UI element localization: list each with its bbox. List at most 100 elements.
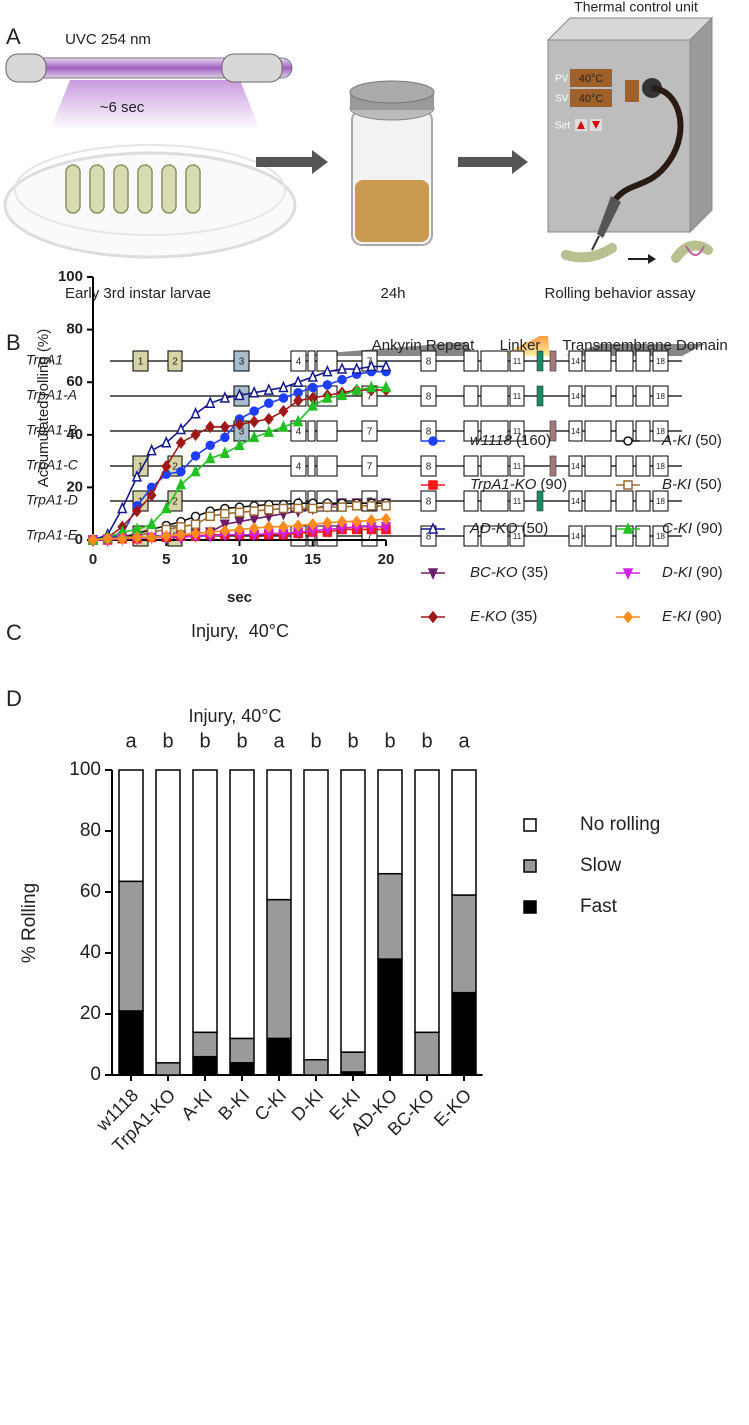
marker: [249, 506, 259, 516]
y-tick-label: 80: [80, 820, 101, 841]
legend-n: (90): [696, 564, 723, 581]
x-tick-label: C-KI: [251, 1085, 291, 1125]
exon-label: 11: [513, 532, 522, 541]
larvae-label: Early 3rd instar larvae: [65, 285, 211, 302]
unit-side: [689, 16, 713, 234]
exon: [316, 455, 338, 477]
display: [570, 69, 612, 87]
legend-marker: [427, 522, 439, 534]
exon: [652, 350, 669, 372]
marker: [381, 512, 391, 526]
legend-n: (90): [695, 608, 722, 625]
exon: [480, 420, 509, 442]
exon-label: 7: [367, 462, 373, 473]
y-tick-label: 100: [69, 759, 101, 780]
exon-label: 7: [367, 392, 373, 403]
legend-n: (50): [522, 520, 549, 537]
linker-exon: [549, 350, 557, 372]
legend-marker: [428, 610, 438, 624]
legend-marker: [623, 480, 633, 490]
probe: [597, 196, 621, 238]
legend-name: D-KI: [662, 564, 692, 581]
lamp-cap: [5, 53, 47, 83]
marker: [190, 406, 201, 419]
marker: [293, 503, 303, 514]
exon-label: 11: [513, 392, 522, 401]
marker: [248, 430, 260, 443]
marker: [307, 370, 318, 382]
bar-segment: [340, 1051, 366, 1073]
isoform-name: TrpA1-C: [26, 457, 79, 473]
domain-label: Transmembrane Domain: [562, 337, 727, 354]
marker: [190, 527, 201, 540]
pv-label: PV: [555, 74, 569, 85]
marker: [249, 406, 259, 416]
legend-marker: [622, 522, 634, 534]
sv-value: 40°C: [579, 93, 604, 105]
marker: [117, 532, 128, 545]
exon: [615, 455, 634, 477]
marker: [205, 451, 216, 464]
marker: [366, 514, 377, 527]
legend-name: AD-KO: [469, 520, 518, 537]
exon: [480, 350, 509, 372]
marker: [292, 375, 304, 387]
linker-exon: [536, 385, 544, 407]
marker: [278, 380, 289, 393]
exon: [233, 350, 250, 372]
bar-segment: [118, 880, 144, 1012]
bar-segment: [266, 1037, 292, 1076]
exon: [584, 455, 612, 477]
panel-label: B: [6, 330, 21, 355]
marker: [249, 521, 260, 535]
unit-label: Thermal control unit: [574, 0, 698, 15]
marker: [278, 404, 289, 418]
linker-exon: [536, 490, 544, 512]
legend-n: (90): [540, 476, 567, 493]
legend-label: B-KI (50): [662, 476, 722, 493]
exon: [584, 490, 612, 512]
significance-letter: b: [162, 730, 173, 752]
cable: [612, 85, 684, 202]
legend-name: E-KO: [470, 608, 507, 625]
marker: [219, 420, 230, 434]
exon-label: 18: [656, 357, 665, 366]
marker: [263, 412, 274, 426]
marker: [190, 451, 201, 461]
exon: [584, 420, 612, 442]
exon: [635, 490, 651, 512]
panel-label: A: [6, 24, 21, 49]
marker: [175, 477, 187, 490]
exon: [568, 385, 583, 407]
marker: [351, 501, 362, 511]
marker: [190, 428, 201, 442]
exon: [568, 420, 583, 442]
marker: [205, 396, 216, 408]
bar-segment: [451, 769, 477, 896]
exon-label: 14: [571, 532, 580, 541]
arrow: [256, 150, 328, 174]
legend-label: Slow: [580, 855, 621, 876]
isoform-name: TrpA1: [26, 352, 63, 368]
exon: [480, 455, 509, 477]
exon: [167, 350, 183, 372]
bar-segment: [414, 1031, 440, 1076]
marker: [146, 443, 157, 456]
exon: [509, 455, 525, 477]
exon: [420, 350, 437, 372]
exon: [420, 385, 437, 407]
exon: [463, 385, 479, 407]
marker: [175, 528, 186, 541]
y-tick-label: 60: [66, 373, 83, 390]
bar-segment: [192, 1055, 218, 1076]
y-tick-label: 20: [66, 478, 83, 495]
exon-label: 1: [138, 462, 144, 473]
isoform-name: TrpA1-B: [26, 422, 77, 438]
marker: [205, 440, 215, 451]
legend-marker: [428, 480, 438, 490]
larva: [561, 243, 617, 263]
isoform-name: TrpA1-E: [26, 527, 78, 543]
marker: [380, 380, 392, 393]
legend-label: AD-KO (50): [469, 520, 548, 537]
